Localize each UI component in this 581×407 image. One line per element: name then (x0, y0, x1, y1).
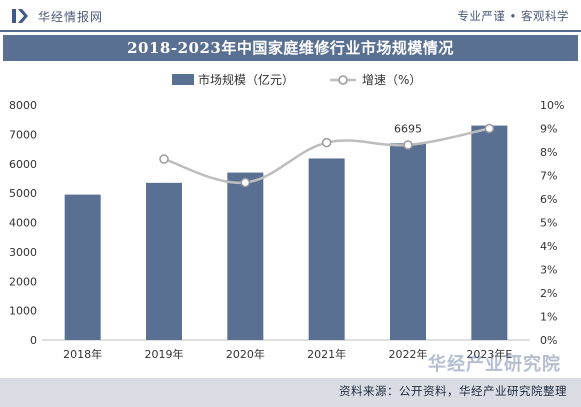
y-right-tick-label: 0% (540, 334, 557, 347)
bar (471, 125, 508, 340)
logo-icon (12, 9, 28, 23)
watermark: 华经产业研究院 (428, 354, 561, 375)
x-tick-label: 2022年 (389, 347, 428, 361)
legend-label-line: 增速（%） (362, 73, 421, 87)
legend-label-bar: 市场规模（亿元） (198, 72, 294, 87)
data-label: 6695 (394, 122, 422, 135)
bar (146, 182, 182, 340)
x-tick-label: 2018年 (63, 347, 102, 361)
header-bar: 华经情报网 专业严谨 • 客观科学 (0, 0, 581, 32)
header-divider (0, 30, 581, 32)
y-left-tick-label: 7000 (9, 128, 37, 141)
bar (390, 143, 426, 340)
growth-point (240, 177, 251, 188)
bar (308, 158, 345, 340)
y-right-tick-label: 4% (540, 240, 557, 253)
y-right-tick-label: 5% (540, 217, 557, 230)
y-right-tick-label: 8% (540, 146, 557, 159)
y-left-tick-label: 0 (30, 334, 37, 347)
chart-title: 2018-2023年中国家庭维修行业市场规模情况 (3, 35, 578, 61)
y-left-tick-label: 5000 (9, 187, 37, 200)
x-tick-label: 2023年E (466, 347, 512, 361)
y-right-tick-label: 1% (540, 311, 557, 324)
y-left-tick-label: 8000 (9, 99, 37, 112)
legend-marker (338, 75, 348, 85)
legend-swatch-bar (172, 74, 194, 85)
y-left-tick-label: 6000 (9, 158, 37, 171)
growth-point (321, 137, 332, 148)
y-left-tick-label: 3000 (9, 246, 37, 259)
growth-point (484, 123, 495, 134)
y-right-tick-label: 6% (540, 193, 557, 206)
footer: 资料来源：公开资料，华经产业研究院整理 (0, 378, 581, 407)
bar (227, 172, 264, 340)
growth-point (159, 154, 169, 164)
source-note: 资料来源：公开资料，华经产业研究院整理 (339, 384, 567, 398)
y-right-tick-label: 7% (540, 170, 557, 183)
y-left-tick-label: 1000 (9, 305, 37, 318)
y-right-tick-label: 10% (540, 99, 564, 112)
growth-point (403, 140, 413, 150)
y-right-tick-label: 9% (540, 123, 557, 136)
site-name: 华经情报网 (38, 10, 104, 24)
y-right-tick-label: 2% (540, 287, 557, 300)
y-left-tick-label: 4000 (9, 217, 37, 230)
y-left-tick-label: 2000 (9, 275, 37, 288)
x-tick-label: 2020年 (226, 347, 265, 361)
y-right-tick-label: 3% (540, 264, 557, 277)
slogan: 专业严谨 • 客观科学 (457, 9, 569, 23)
bar (64, 194, 101, 340)
x-tick-label: 2021年 (307, 347, 346, 361)
x-tick-label: 2019年 (145, 347, 184, 361)
